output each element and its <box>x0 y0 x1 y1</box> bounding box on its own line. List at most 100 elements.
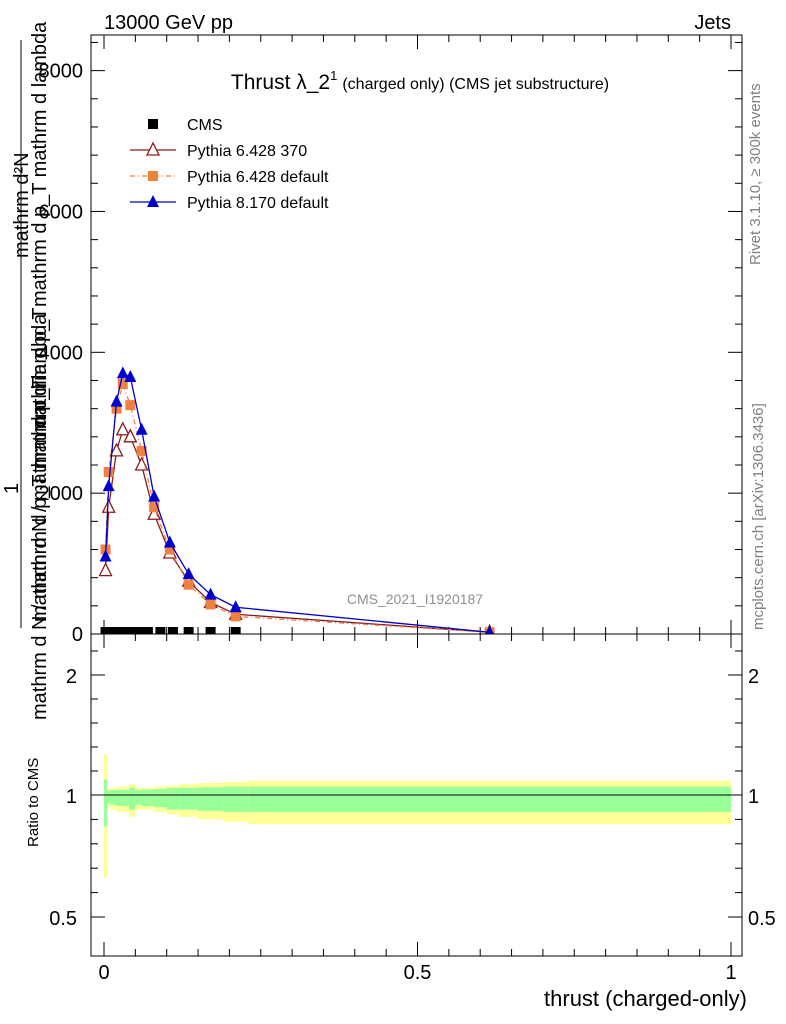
data-point <box>123 428 138 443</box>
data-point <box>120 627 131 638</box>
ratio-panel: 0.5 0.51 12 2 0 0.5 1 Ratio to CMS thrust (ch… <box>25 633 776 1011</box>
data-point <box>182 567 195 580</box>
legend-label: Pythia 6.428 370 <box>187 143 307 160</box>
legend-label: Pythia 8.170 default <box>187 195 329 212</box>
data-point <box>110 394 123 407</box>
ratio-band-stat <box>116 789 123 806</box>
series-layer <box>98 366 497 638</box>
ratio-y-tick-label: 1 <box>66 786 77 808</box>
ratio-y-tick-label-right: 0.5 <box>748 908 776 930</box>
ratio-band-stat <box>110 790 114 805</box>
data-point <box>102 479 115 492</box>
ratio-y-ticks: 0.5 0.5 1 1 2 2 <box>49 650 776 930</box>
data-point <box>204 587 217 600</box>
header-left: 13000 GeV pp <box>104 12 233 34</box>
data-point <box>117 379 128 389</box>
series-cms <box>100 627 241 638</box>
legend-entry: Pythia 6.428 370 <box>130 141 307 160</box>
legend: CMS Pythia 6.428 370 Pythia 6.428 default P… <box>130 117 329 212</box>
title-suffix: (charged only) (CMS jet substructure) <box>342 76 609 93</box>
data-point <box>205 599 216 610</box>
main-y-tick-label: 0 <box>72 624 83 646</box>
ylabel-mid2: mathrm d p_T <box>29 308 51 432</box>
legend-marker <box>147 195 159 207</box>
data-point <box>127 627 138 638</box>
mcplots-label: mcplots.cern.ch [arXiv:1306.3436] <box>750 403 767 630</box>
data-point <box>183 579 194 590</box>
ylabel-bottom: mathrm d N / mathrm d p_T mathrm d lambd… <box>29 313 51 720</box>
x-tick-label: 0.5 <box>404 962 432 984</box>
ratio-y-tick-label-right: 2 <box>748 666 759 688</box>
main-title: Thrust λ_21 (charged only) (CMS jet subst… <box>231 68 609 94</box>
main-y-tick-label: 8000 <box>39 61 84 83</box>
data-point <box>183 627 194 638</box>
legend-entry: CMS <box>148 117 223 134</box>
ratio-bands <box>104 754 731 878</box>
data-point <box>155 627 166 638</box>
data-point <box>167 627 178 638</box>
x-tick-label: 1 <box>725 962 736 984</box>
data-point <box>133 627 144 638</box>
data-point <box>136 445 147 456</box>
ratio-band-stat <box>248 786 731 813</box>
ratio-y-tick-label: 2 <box>66 666 77 688</box>
ratio-band-stat <box>141 789 155 806</box>
ylabel-mid1: mathrm d p_T mathrm d lambda <box>29 21 51 307</box>
data-point <box>230 627 241 638</box>
data-point <box>115 421 130 436</box>
data-point <box>109 442 124 457</box>
data-point <box>205 627 216 638</box>
ratio-band-stat <box>135 790 142 805</box>
ylabel-top: mathrm d²N <box>11 152 33 258</box>
data-point <box>230 611 241 622</box>
title-main: Thrust λ_2 <box>231 71 330 94</box>
x-axis-label: thrust (charged-only) <box>544 986 747 1011</box>
data-point <box>135 422 148 435</box>
main-y-tick-label: 2000 <box>39 483 84 505</box>
data-point <box>101 498 116 513</box>
x-tick-label: 0 <box>98 962 109 984</box>
ylabel-one: 1 <box>1 483 23 494</box>
title-sup: 1 <box>330 68 337 83</box>
ratio-band-stat <box>122 789 130 806</box>
data-point <box>114 627 125 638</box>
ratio-band-stat <box>129 787 136 810</box>
ratio-band-stat <box>107 790 111 804</box>
legend-label: CMS <box>187 117 223 134</box>
legend-entry: Pythia 6.428 default <box>130 169 329 186</box>
watermark: CMS_2021_I1920187 <box>347 591 483 607</box>
data-point <box>163 535 176 548</box>
data-point <box>148 489 161 502</box>
series-line <box>104 381 490 633</box>
data-point <box>149 502 160 513</box>
ratio-band-stat <box>223 786 249 813</box>
legend-marker <box>145 141 161 156</box>
data-point <box>99 549 112 562</box>
ratio-x-ticks: 0 0.5 1 <box>98 634 737 984</box>
data-point <box>111 403 122 414</box>
legend-marker <box>148 171 158 181</box>
data-point <box>98 562 113 577</box>
main-y-tick-label: 4000 <box>39 342 84 364</box>
ratio-band-stat <box>113 790 117 805</box>
data-point <box>103 467 114 478</box>
data-point <box>229 600 242 613</box>
ratio-band-stat <box>179 787 199 810</box>
ratio-band-stat <box>104 779 108 827</box>
ratio-band-stat <box>198 787 224 811</box>
ratio-y-tick-label: 0.5 <box>49 908 77 930</box>
rivet-label: Rivet 3.1.10, ≥ 300k events <box>747 83 764 265</box>
data-point <box>142 627 153 638</box>
main-y-tick-label: 6000 <box>39 201 84 223</box>
ratio-band-stat <box>166 787 180 810</box>
ylabel-mid3: mathrm d N / mathrm d p_T <box>29 376 51 622</box>
main-y-ticks: 0 2000 4000 6000 8000 <box>39 41 742 646</box>
legend-entry: Pythia 8.170 default <box>130 195 329 212</box>
data-point <box>164 544 175 555</box>
data-point <box>125 400 136 411</box>
legend-marker <box>148 119 158 129</box>
header-right: Jets <box>694 12 731 34</box>
ratio-band-stat <box>154 789 167 808</box>
data-point <box>124 369 137 382</box>
